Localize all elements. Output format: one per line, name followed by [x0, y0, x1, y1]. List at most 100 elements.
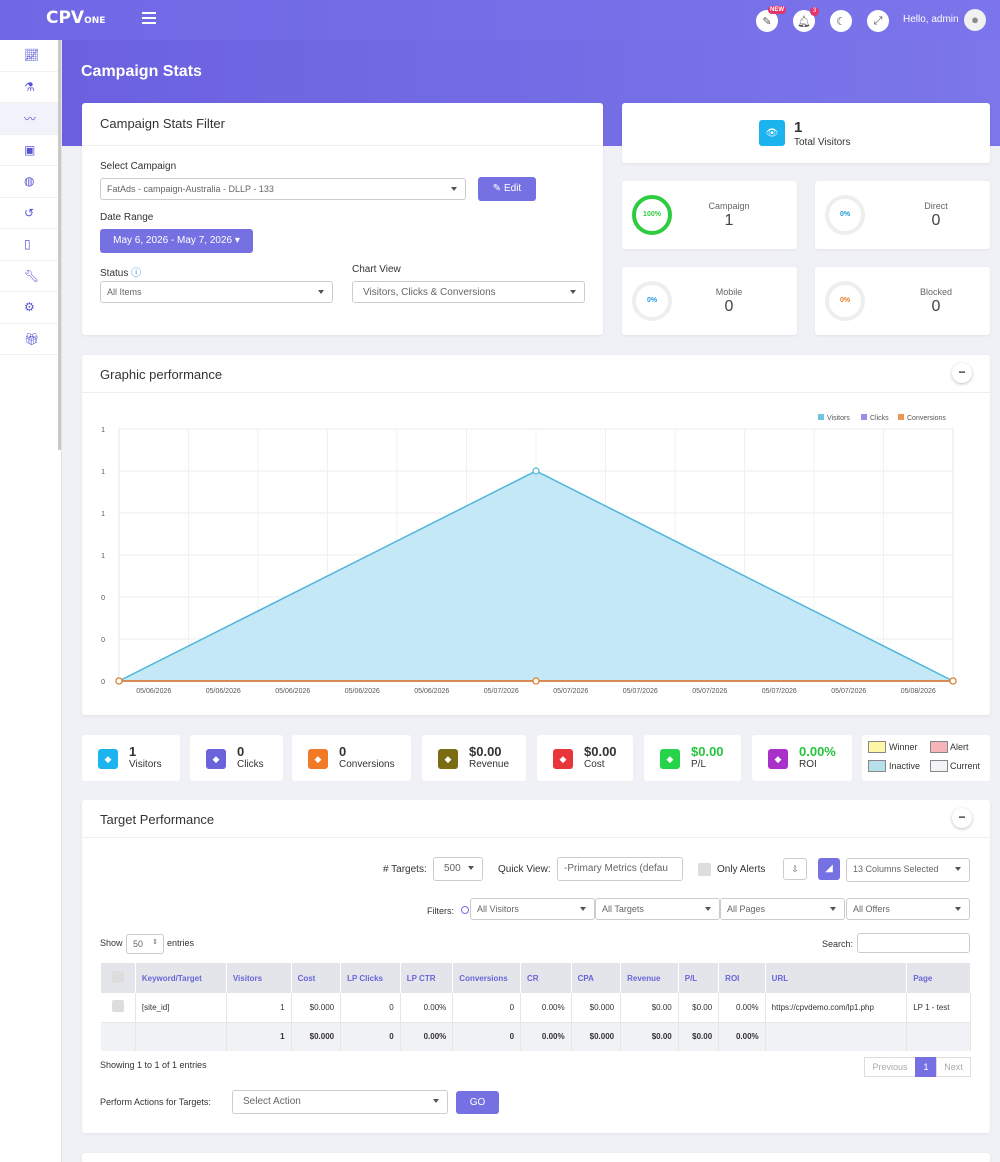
- graphic-performance-card: Graphic performance − 0 0 0 1 1 1 1 05/06/2026 05…: [82, 355, 990, 715]
- table-row[interactable]: [site_id] 1 $0.000 0 0.00% 0 0.00% $0.000 $0.00 $…: [101, 993, 971, 1023]
- flask-icon[interactable]: ⚗: [0, 72, 61, 103]
- column-header[interactable]: P/L: [678, 963, 720, 993]
- column-header[interactable]: Visitors: [226, 963, 292, 993]
- filter-offers-value: All Offers: [853, 904, 890, 914]
- fullscreen-icon[interactable]: ⤢: [867, 10, 889, 32]
- next-page-button[interactable]: Next: [936, 1057, 971, 1077]
- page-1-button[interactable]: 1: [915, 1057, 937, 1077]
- column-header[interactable]: URL: [765, 963, 908, 993]
- row-checkbox[interactable]: [111, 1000, 124, 1013]
- targets-title-text: Target Performance: [100, 812, 215, 827]
- select-all-checkbox[interactable]: [111, 971, 124, 983]
- menu-toggle-icon[interactable]: [142, 12, 156, 24]
- column-header[interactable]: LP CTR: [400, 963, 454, 993]
- edit-button[interactable]: ✎ Edit: [478, 177, 536, 201]
- select-all-header[interactable]: [101, 963, 136, 993]
- column-header[interactable]: CPA: [571, 963, 622, 993]
- table-cell: $0.000: [571, 993, 622, 1023]
- scissors-icon: ◆: [553, 749, 573, 769]
- bar-icon: ◆: [768, 749, 788, 769]
- clipboard-icon[interactable]: ▯: [0, 229, 61, 261]
- wrench-icon[interactable]: 🔧︎: [0, 261, 61, 292]
- greeting[interactable]: Hello, admin: [903, 14, 959, 25]
- filter-targets-select[interactable]: All Targets: [595, 898, 720, 920]
- status-label: Status ⓘ: [100, 268, 142, 279]
- go-button[interactable]: GO: [456, 1091, 499, 1114]
- filter-pages-select[interactable]: All Pages: [720, 898, 845, 920]
- clicks-legend-swatch: [861, 414, 867, 420]
- column-header[interactable]: ROI: [718, 963, 766, 993]
- logo[interactable]: CPVONE: [46, 8, 105, 28]
- num-targets-value: 500: [444, 863, 461, 874]
- filter-radio-icon[interactable]: [461, 906, 469, 914]
- status-legend: Winner Alert Inactive Current: [862, 735, 990, 781]
- x-tick-label: 05/07/2026: [553, 688, 588, 695]
- column-header[interactable]: Conversions: [452, 963, 522, 993]
- stat-value: 0: [724, 298, 734, 315]
- x-tick-label: 05/06/2026: [275, 688, 310, 695]
- export-icon[interactable]: ⇩: [783, 858, 807, 880]
- date-range-button[interactable]: May 6, 2026 - May 7, 2026 ▾: [100, 229, 253, 253]
- direct-ring: 0%: [825, 195, 865, 235]
- action-select[interactable]: Select Action: [232, 1090, 448, 1114]
- page-length-select[interactable]: 50 ⇕: [126, 934, 164, 954]
- only-alerts-checkbox[interactable]: [698, 863, 711, 876]
- kpi-label: Conversions: [339, 759, 395, 770]
- row-select-cell[interactable]: [101, 1022, 136, 1051]
- visitors-area: [119, 471, 953, 681]
- logo-subtext: ONE: [84, 16, 106, 26]
- filter-visitors-select[interactable]: All Visitors: [470, 898, 595, 920]
- briefcase-icon[interactable]: ▣: [0, 135, 61, 166]
- quick-view-select[interactable]: -Primary Metrics (defau: [557, 857, 683, 881]
- magic-wand-icon[interactable]: ✎ NEW: [756, 6, 786, 32]
- column-header[interactable]: Cost: [291, 963, 342, 993]
- bell-icon[interactable]: 🔔︎ 3: [793, 7, 819, 32]
- column-header[interactable]: Keyword/Target: [135, 963, 227, 993]
- stat-label: Direct: [924, 201, 948, 211]
- current-swatch: [930, 760, 948, 772]
- x-tick-label: 05/06/2026: [345, 688, 380, 695]
- filter-pages-value: All Pages: [727, 904, 766, 914]
- stat-card-blocked: 0% Blocked 0: [815, 267, 990, 335]
- gift-icon[interactable]: 🎁︎: [0, 324, 61, 355]
- row-select-cell[interactable]: [101, 993, 136, 1023]
- column-header[interactable]: LP Clicks: [340, 963, 401, 993]
- search-label: Search:: [822, 939, 854, 949]
- status-select-value: All Items: [107, 287, 142, 297]
- cog-icon[interactable]: ⚙: [0, 292, 61, 324]
- column-header[interactable]: Page: [906, 963, 971, 993]
- x-tick-label: 05/07/2026: [831, 688, 866, 695]
- collapse-graphic-button[interactable]: −: [952, 363, 972, 383]
- status-select[interactable]: All Items: [100, 281, 333, 303]
- chart-toggle-icon[interactable]: ◢: [818, 858, 840, 880]
- chart-view-select[interactable]: Visitors, Clicks & Conversions: [352, 281, 585, 303]
- kpi-label: Visitors: [129, 759, 162, 770]
- history-icon[interactable]: ↺: [0, 198, 61, 229]
- campaign-select-value: FatAds - campaign-Australia - DLLP - 133: [107, 184, 274, 194]
- table-cell: 0.00%: [718, 993, 766, 1023]
- sidebar-scrollbar[interactable]: [58, 40, 61, 450]
- dark-mode-icon[interactable]: ☾: [830, 10, 852, 32]
- sidebar: 📈︎ ⚗ 〰 ▣ ◍ ↺ ▯ 🔧︎ ⚙ 🎁︎: [0, 40, 62, 1162]
- column-header[interactable]: Revenue: [620, 963, 679, 993]
- top-navbar: CPVONE ✎ NEW 🔔︎ 3 ☾ ⤢ Hello, admin ●: [0, 0, 1000, 40]
- mobile-ring: 0%: [632, 281, 672, 321]
- campaign-select[interactable]: FatAds - campaign-Australia - DLLP - 133: [100, 178, 466, 200]
- conversions-point: [115, 677, 123, 685]
- filter-title: Campaign Stats Filter: [82, 103, 603, 146]
- table-cell: 0: [340, 1022, 401, 1051]
- collapse-targets-button[interactable]: −: [952, 808, 972, 828]
- num-targets-select[interactable]: 500: [433, 857, 483, 881]
- filters-label: Filters:: [427, 906, 454, 916]
- trend-icon[interactable]: 〰: [0, 103, 61, 135]
- x-tick-label: 05/06/2026: [136, 688, 171, 695]
- column-header[interactable]: CR: [520, 963, 572, 993]
- columns-select[interactable]: 13 Columns Selected: [846, 858, 970, 882]
- previous-page-button[interactable]: Previous: [864, 1057, 916, 1077]
- filter-offers-select[interactable]: All Offers: [846, 898, 970, 920]
- user-avatar[interactable]: ●: [964, 9, 986, 31]
- next-card: [82, 1153, 990, 1162]
- line-chart-icon[interactable]: 📈︎: [0, 40, 61, 72]
- globe-icon[interactable]: ◍: [0, 166, 61, 198]
- search-input[interactable]: [857, 933, 970, 953]
